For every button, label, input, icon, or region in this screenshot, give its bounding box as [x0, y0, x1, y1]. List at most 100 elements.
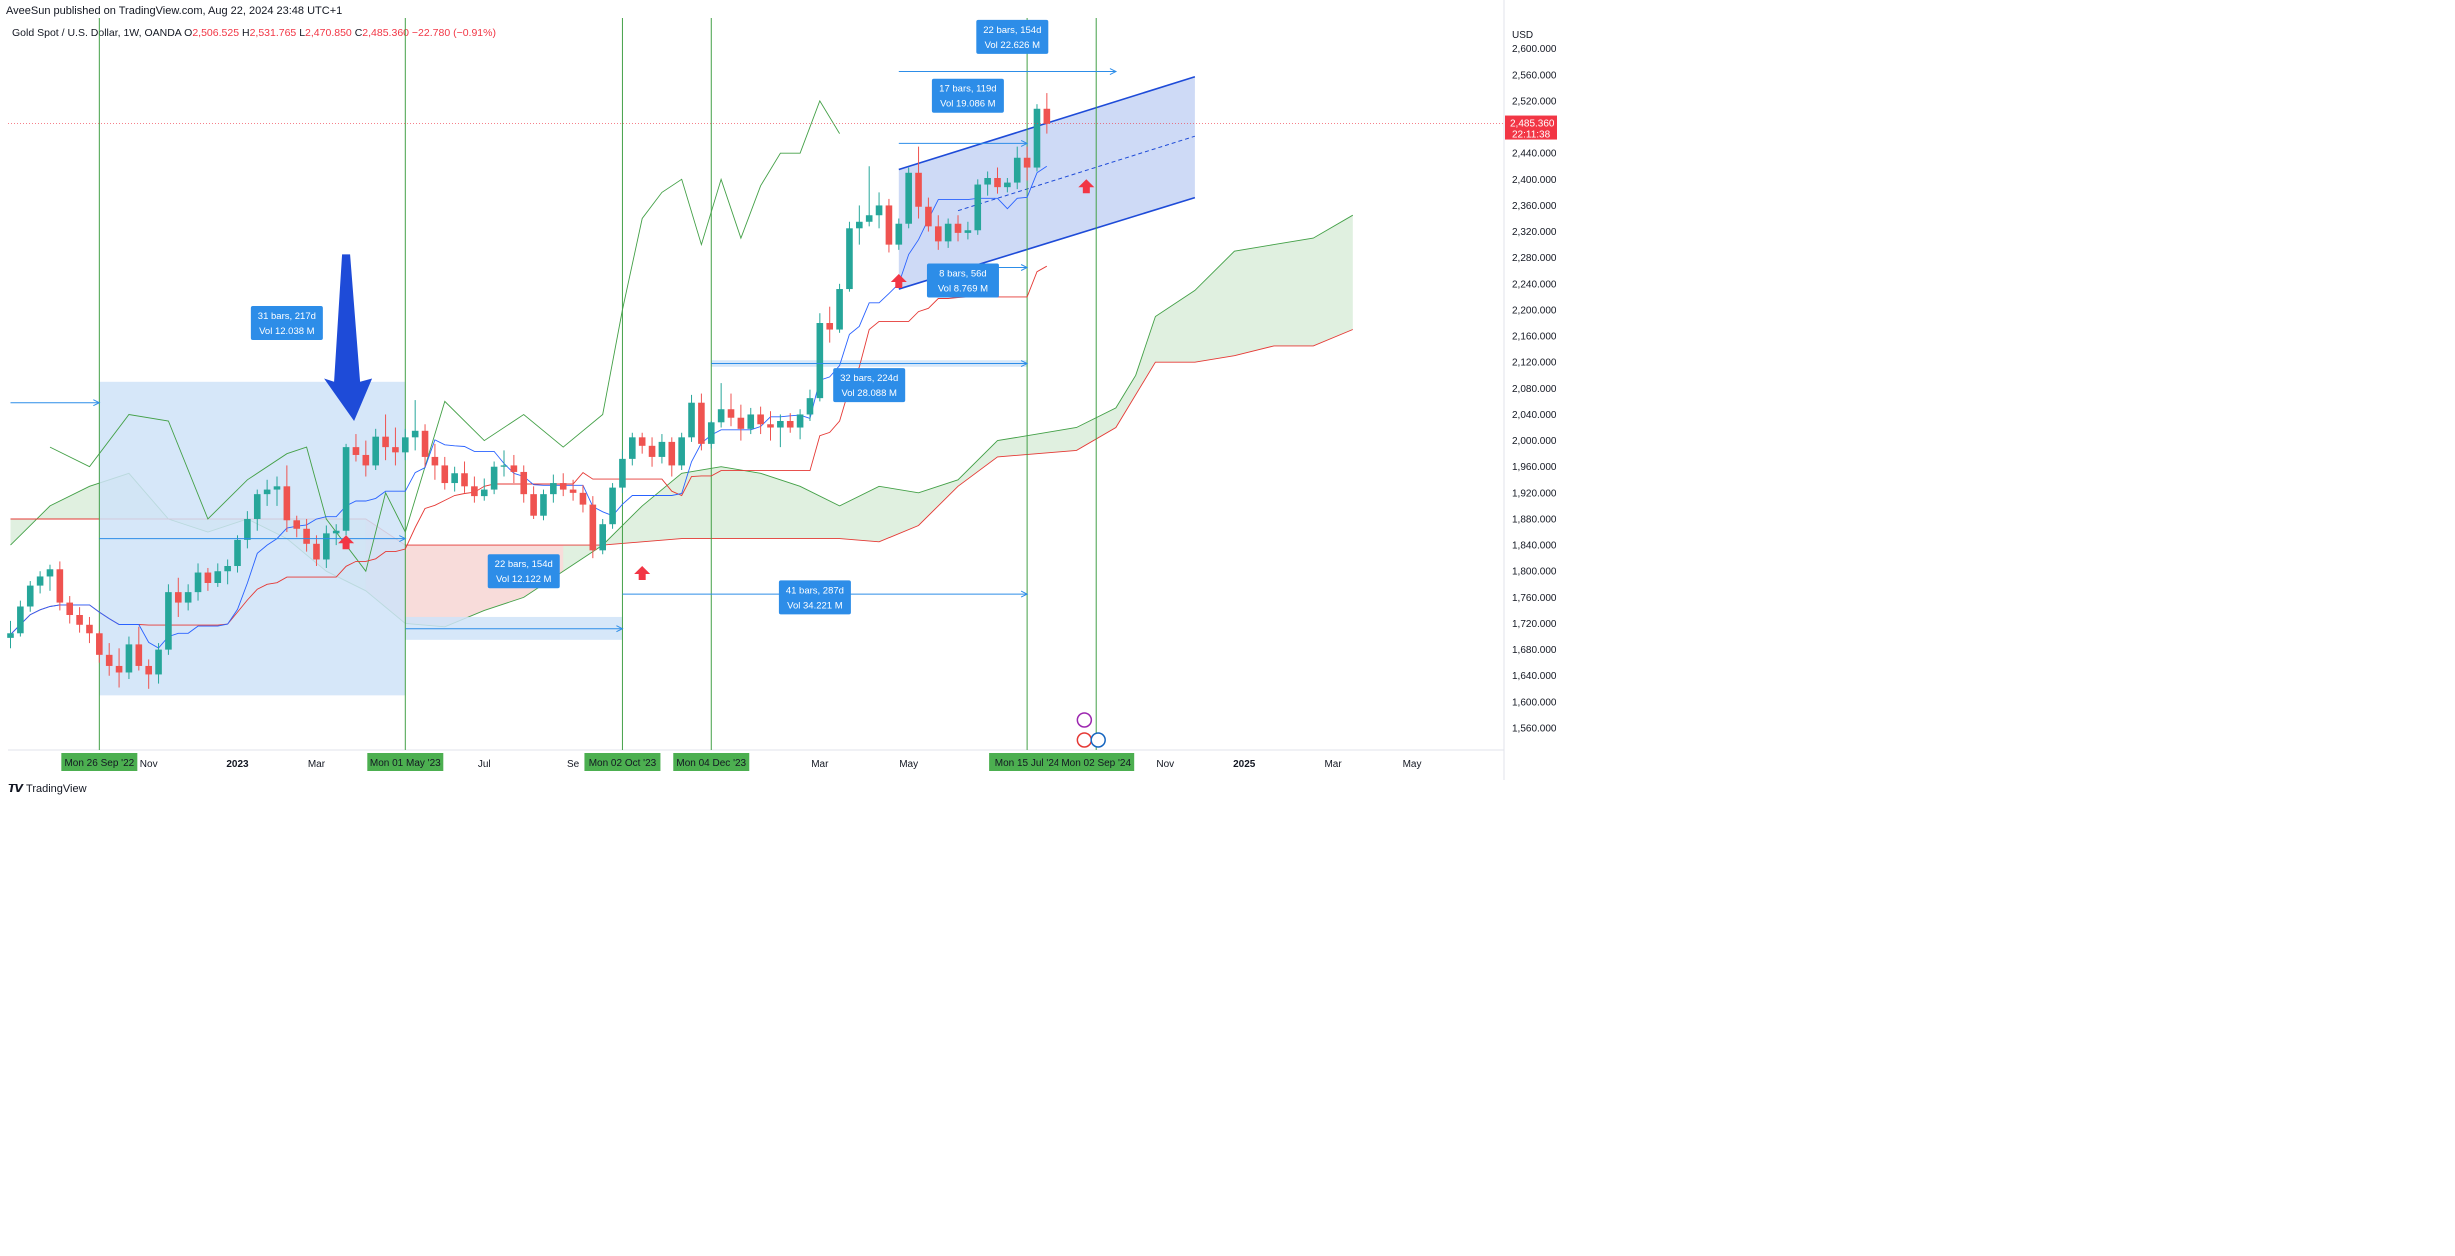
time-marker-label: Mon 01 May '23	[367, 753, 444, 771]
candle-body	[46, 569, 54, 577]
candle-body	[915, 172, 922, 207]
range-arrow-7-head	[1109, 68, 1118, 75]
up-arrow-icon	[890, 274, 907, 289]
candle	[145, 659, 152, 689]
candle-body	[658, 441, 666, 457]
candle-body	[362, 454, 370, 466]
candle	[224, 559, 231, 585]
measure-label[interactable]: 32 bars, 224d Vol 28.088 M	[833, 368, 906, 403]
candle-body	[994, 178, 1001, 188]
candle-body	[609, 487, 616, 525]
measure-label-bg	[931, 78, 1004, 113]
price-chart[interactable]: 31 bars, 217d Vol 12.038 M 22 bars, 154d Vo…	[0, 0, 1568, 802]
candle	[125, 636, 133, 680]
time-axis: Nov2023MarJulSeNo'24MarMayNov2025MarMayM…	[61, 753, 1421, 771]
candle-body	[865, 215, 873, 222]
candle-body	[1004, 182, 1011, 188]
candle-body	[56, 569, 64, 603]
candle	[451, 466, 458, 492]
candle	[905, 167, 912, 229]
measure-label-vol: Vol 22.626 M	[985, 40, 1041, 51]
candle-timer: 22:11:38	[1512, 130, 1551, 141]
candle-body	[480, 489, 488, 497]
candle	[707, 420, 715, 449]
time-marker-text: Mon 02 Sep '24	[1061, 758, 1131, 769]
measure-label-vol: Vol 12.038 M	[259, 326, 315, 337]
tradingview-brand[interactable]: 𝙏𝙑 TradingView	[8, 782, 87, 796]
measure-label[interactable]: 41 bars, 287d Vol 34.221 M	[778, 580, 851, 615]
price-tick-label: 2,400.000	[1512, 175, 1557, 186]
chikou-span	[49, 99, 840, 573]
candle-body	[826, 323, 834, 330]
candle-body	[846, 228, 853, 290]
candle	[1013, 146, 1021, 190]
candle-body	[490, 466, 498, 490]
candle-body	[323, 533, 330, 560]
candle-body	[856, 221, 863, 229]
close-label: C	[354, 27, 363, 39]
candle-body	[165, 592, 172, 650]
time-tick-label: Se	[567, 759, 580, 770]
low-label: L	[299, 27, 306, 39]
candle-body	[767, 424, 774, 428]
candle	[895, 218, 903, 250]
candle	[86, 616, 93, 644]
measure-label-bars: 32 bars, 224d	[840, 373, 898, 384]
candle	[510, 454, 518, 484]
candle	[954, 215, 962, 242]
candle-body	[786, 420, 794, 428]
range-arrow-2-head	[616, 625, 624, 633]
candle-body	[234, 539, 241, 567]
candle	[372, 428, 379, 470]
candle	[550, 474, 557, 503]
candle-body	[777, 420, 784, 428]
candle	[638, 432, 646, 454]
candle-body	[7, 633, 14, 638]
candle	[382, 414, 389, 461]
high-label: H	[241, 27, 250, 39]
us-flag-icon	[1076, 732, 1093, 748]
measure-label[interactable]: 17 bars, 119d Vol 19.086 M	[931, 78, 1004, 113]
price-tick-label: 2,000.000	[1512, 436, 1557, 447]
candle-body	[244, 518, 251, 540]
candle-body	[638, 437, 646, 446]
time-marker-label: Mon 02 Oct '23	[584, 753, 661, 771]
candle	[737, 404, 745, 441]
candle-body	[925, 206, 932, 227]
price-tick-label: 2,160.000	[1512, 332, 1557, 343]
candle-body	[954, 223, 962, 233]
candle	[184, 584, 192, 611]
price-tick-label: 1,960.000	[1512, 462, 1557, 473]
candle	[1043, 93, 1051, 134]
candle	[668, 437, 676, 477]
symbol-title[interactable]: Gold Spot / U.S. Dollar, 1W, OANDA	[12, 27, 182, 39]
measure-label[interactable]: 22 bars, 154d Vol 22.626 M	[976, 19, 1049, 54]
candle-body	[17, 606, 24, 634]
time-marker-bg	[1058, 753, 1135, 771]
channel-mid-line	[957, 135, 1196, 212]
candle-body	[214, 571, 222, 583]
candle-body	[500, 465, 508, 467]
up-arrow-icon	[634, 566, 651, 581]
candle-body	[796, 414, 804, 428]
candle	[352, 434, 360, 462]
measure-label[interactable]: 22 bars, 154d Vol 12.122 M	[487, 554, 560, 589]
time-tick-label: Mar	[308, 759, 326, 770]
candle-body	[273, 486, 281, 490]
candle-body	[984, 178, 991, 185]
high-value: 2,531.765	[249, 27, 297, 39]
measure-label-bg	[250, 306, 323, 341]
candle	[313, 535, 320, 567]
candle-body	[382, 436, 389, 448]
candle-body	[569, 489, 577, 493]
measure-label[interactable]: 31 bars, 217d Vol 12.038 M	[250, 306, 323, 341]
time-marker-label: Mon 26 Sep '22	[61, 753, 138, 771]
us-flag-icon	[1090, 732, 1106, 748]
tenkan-sen	[10, 165, 1048, 649]
candle-body	[313, 543, 320, 560]
candle-body	[599, 524, 606, 551]
candle-body	[629, 437, 636, 459]
time-tick-label: Mar	[811, 759, 829, 770]
measure-label[interactable]: 8 bars, 56d Vol 8.769 M	[926, 263, 999, 298]
candle	[717, 383, 725, 428]
